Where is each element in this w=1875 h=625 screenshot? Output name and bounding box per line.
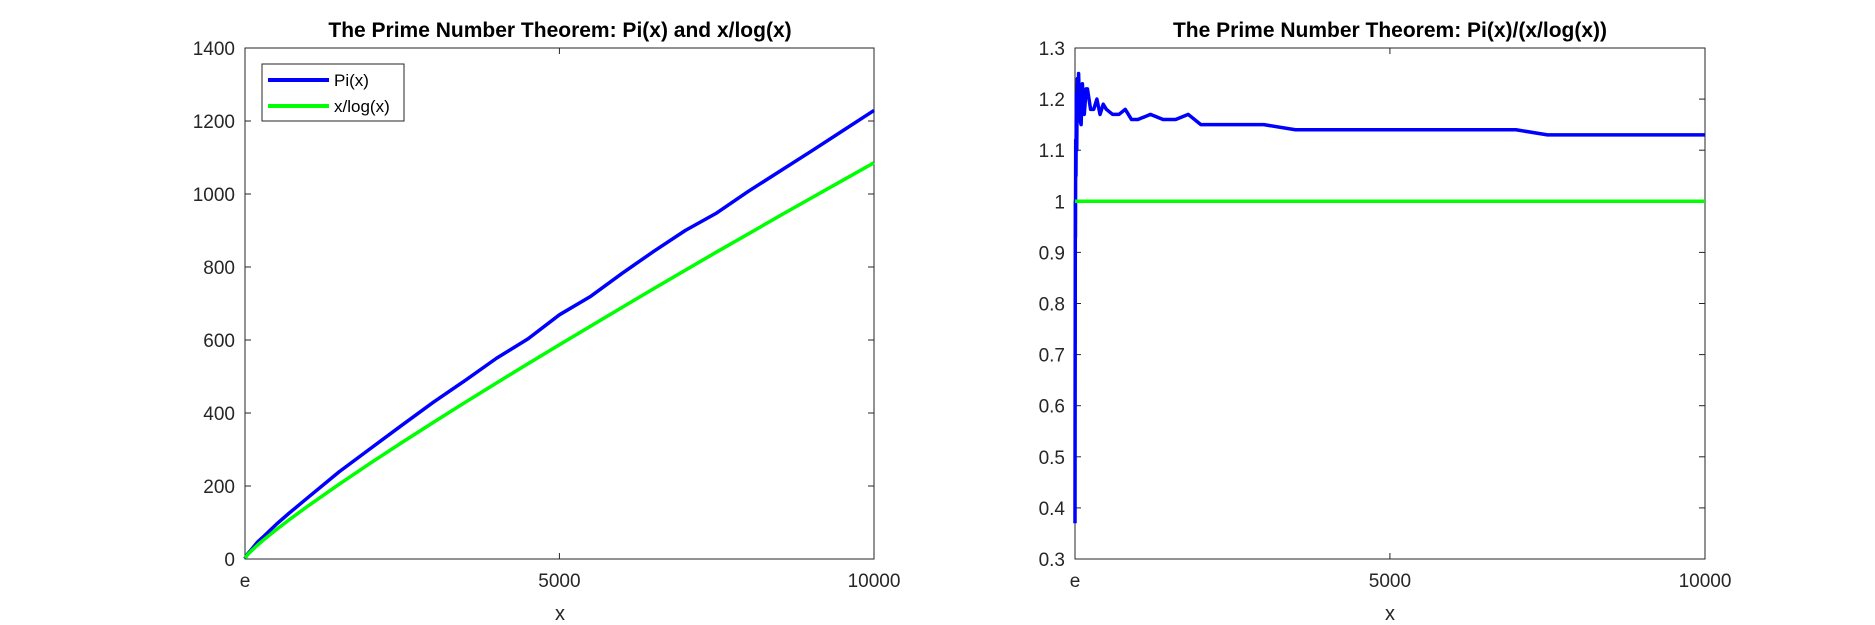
series-lines [243, 108, 875, 560]
y-tick-label: 1400 [193, 39, 235, 60]
series-line-0 [1073, 71, 1705, 524]
x-tick-label: 5000 [1369, 571, 1411, 592]
legend-label-pi: Pi(x) [334, 71, 369, 90]
axes-frame [244, 47, 875, 560]
y-tick-label: 0.9 [1039, 243, 1065, 264]
y-tick-label: 800 [203, 258, 235, 279]
x-tick-label: 10000 [848, 571, 901, 592]
y-tick-label: 0.3 [1039, 550, 1065, 571]
y-tick-label: 200 [203, 477, 235, 498]
chart-title: The Prime Number Theorem: Pi(x) and x/lo… [328, 19, 791, 42]
y-tick-label: 1 [1054, 192, 1065, 213]
chart-pi-ratio: The Prime Number Theorem: Pi(x)/(x/log(x… [1039, 19, 1732, 625]
y-tick-label: 0.6 [1039, 397, 1065, 418]
series-line-0 [243, 108, 875, 560]
y-tick-label: 0 [224, 550, 235, 571]
legend-box [261, 63, 405, 122]
y-tick-label: 1000 [193, 185, 235, 206]
y-tick-label: 0.5 [1039, 448, 1065, 469]
y-tick-label: 600 [203, 331, 235, 352]
y-tick-label: 1.1 [1039, 141, 1065, 162]
y-tick-label: 0.4 [1039, 499, 1066, 520]
y-tick-label: 1200 [193, 112, 235, 133]
y-tick-label: 400 [203, 404, 235, 425]
y-tick-label: 1.2 [1039, 90, 1065, 111]
tick-marks [244, 47, 875, 560]
series-line-1 [243, 161, 875, 560]
x-tick-label: 5000 [538, 571, 580, 592]
x-axis-label: x [555, 603, 565, 625]
axes-frame [1074, 47, 1706, 560]
legend: Pi(x) x/log(x) [261, 63, 405, 122]
series-lines [1073, 71, 1705, 524]
tick-labels: e 5000 10000 0 200 400 600 800 1000 1200 1400 [193, 39, 901, 592]
legend-label-x-log-x: x/log(x) [334, 97, 390, 116]
x-tick-label: 10000 [1679, 571, 1732, 592]
x-tick-label: e [240, 571, 251, 592]
chart-title: The Prime Number Theorem: Pi(x)/(x/log(x… [1173, 19, 1607, 42]
tick-labels: e 5000 10000 0.3 0.4 0.5 0.6 0.7 0.8 0.9 1 1.1 1.2 1.… [1039, 39, 1732, 592]
chart-pi-and-x-over-log-x: The Prime Number Theorem: Pi(x) and x/lo… [193, 19, 901, 625]
y-tick-label: 0.7 [1039, 346, 1065, 367]
x-tick-label: e [1070, 571, 1081, 592]
y-tick-label: 1.3 [1039, 39, 1065, 60]
x-axis-label: x [1385, 603, 1395, 625]
y-tick-label: 0.8 [1039, 295, 1065, 316]
